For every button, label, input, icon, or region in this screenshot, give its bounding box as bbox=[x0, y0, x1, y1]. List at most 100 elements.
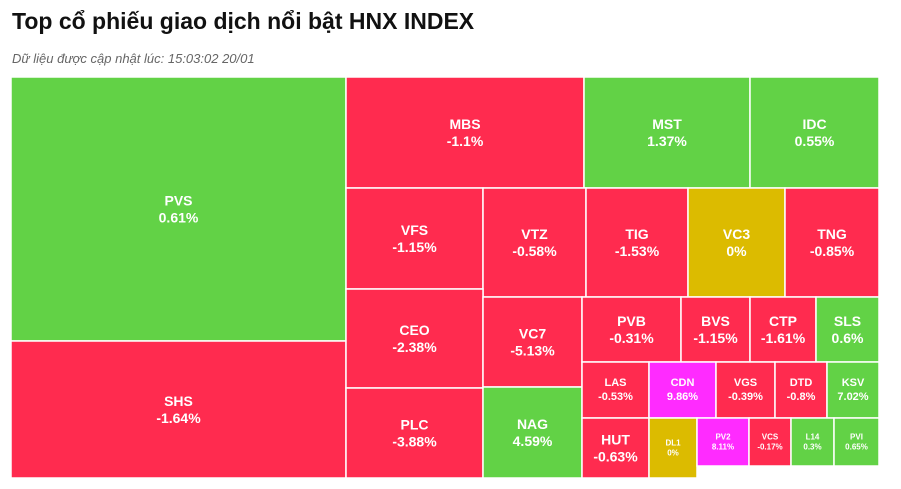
tile-ksv[interactable]: KSV 7.02% bbox=[826, 361, 880, 419]
tile-symbol-bvs: BVS bbox=[701, 313, 730, 329]
tile-rect-ceo bbox=[345, 288, 484, 389]
tile-change-ksv: 7.02% bbox=[837, 391, 868, 403]
tile-change-pvi: 0.65% bbox=[845, 442, 868, 451]
tile-dtd[interactable]: DTD -0.8% bbox=[774, 361, 828, 419]
tile-change-shs: -1.64% bbox=[156, 410, 201, 426]
tile-rect-l14 bbox=[790, 417, 835, 467]
tile-rect-pvs bbox=[10, 76, 347, 342]
tile-rect-tig bbox=[585, 187, 689, 298]
tile-change-pv2: 8.11% bbox=[712, 442, 734, 451]
tile-change-vc3: 0% bbox=[726, 243, 747, 259]
tile-change-vc7: -5.13% bbox=[510, 343, 555, 359]
tile-change-vfs: -1.15% bbox=[392, 239, 437, 255]
tile-vtz[interactable]: VTZ-0.58% bbox=[482, 187, 587, 298]
tile-symbol-vcs: VCS bbox=[762, 433, 779, 442]
tile-vcs[interactable]: VCS-0.17% bbox=[748, 417, 792, 467]
tile-rect-bvs bbox=[680, 296, 751, 363]
tile-symbol-tng: TNG bbox=[817, 226, 847, 242]
tile-symbol-mbs: MBS bbox=[449, 116, 480, 132]
tile-symbol-tig: TIG bbox=[625, 226, 648, 242]
tile-symbol-mst: MST bbox=[652, 116, 682, 132]
tile-rect-plc bbox=[345, 387, 484, 479]
tile-tng[interactable]: TNG-0.85% bbox=[784, 187, 880, 298]
tile-rect-tng bbox=[784, 187, 880, 298]
tile-symbol-ksv: KSV bbox=[842, 377, 865, 389]
tile-change-pvs: 0.61% bbox=[159, 210, 199, 226]
tile-pvb[interactable]: PVB-0.31% bbox=[581, 296, 682, 363]
tile-change-nag: 4.59% bbox=[513, 433, 553, 449]
tile-rect-vc7 bbox=[482, 296, 583, 388]
tile-symbol-ctp: CTP bbox=[769, 313, 797, 329]
tile-change-bvs: -1.15% bbox=[693, 330, 738, 346]
tile-symbol-cdn: CDN bbox=[671, 377, 695, 389]
tile-symbol-pvb: PVB bbox=[617, 313, 646, 329]
tile-rect-dl1 bbox=[648, 417, 698, 479]
tile-change-l14: 0.3% bbox=[803, 442, 821, 451]
tile-symbol-vc7: VC7 bbox=[519, 325, 546, 341]
tile-rect-vtz bbox=[482, 187, 587, 298]
tile-rect-dtd bbox=[774, 361, 828, 419]
tile-hut[interactable]: HUT -0.63% bbox=[581, 417, 650, 479]
tile-tig[interactable]: TIG-1.53% bbox=[585, 187, 689, 298]
tile-change-hut: -0.63% bbox=[593, 449, 638, 465]
tile-rect-vc3 bbox=[687, 187, 786, 298]
tile-change-las: -0.53% bbox=[598, 391, 633, 403]
tile-change-mbs: -1.1% bbox=[447, 133, 484, 149]
tile-symbol-vfs: VFS bbox=[401, 222, 428, 238]
tile-symbol-las: LAS bbox=[605, 377, 627, 389]
tile-rect-ksv bbox=[826, 361, 880, 419]
tile-vc7[interactable]: VC7 -5.13% bbox=[482, 296, 583, 388]
tile-vfs[interactable]: VFS-1.15% bbox=[345, 187, 484, 290]
tile-symbol-sls: SLS bbox=[834, 313, 861, 329]
tile-las[interactable]: LAS -0.53% bbox=[581, 361, 650, 419]
tile-change-idc: 0.55% bbox=[795, 133, 835, 149]
tile-symbol-dtd: DTD bbox=[790, 377, 813, 389]
tile-change-cdn: 9.86% bbox=[667, 391, 698, 403]
tile-rect-pvi bbox=[833, 417, 880, 467]
tile-change-ctp: -1.61% bbox=[761, 330, 806, 346]
tile-symbol-dl1: DL1 bbox=[665, 439, 681, 448]
tile-ceo[interactable]: CEO-2.38% bbox=[345, 288, 484, 389]
tile-ctp[interactable]: CTP-1.61% bbox=[749, 296, 817, 363]
tile-rect-sls bbox=[815, 296, 880, 363]
tile-rect-nag bbox=[482, 386, 583, 479]
tile-change-tig: -1.53% bbox=[615, 243, 660, 259]
tile-change-vgs: -0.39% bbox=[728, 391, 763, 403]
tile-symbol-ceo: CEO bbox=[399, 322, 429, 338]
tile-symbol-hut: HUT bbox=[601, 431, 630, 447]
tile-rect-cdn bbox=[648, 361, 717, 419]
tile-vgs[interactable]: VGS -0.39% bbox=[715, 361, 776, 419]
tile-rect-pv2 bbox=[696, 417, 750, 467]
tile-symbol-nag: NAG bbox=[517, 416, 548, 432]
tile-rect-hut bbox=[581, 417, 650, 479]
tile-mbs[interactable]: MBS-1.1% bbox=[345, 76, 585, 189]
tile-pvs[interactable]: PVS 0.61% bbox=[10, 76, 347, 342]
tile-change-vtz: -0.58% bbox=[512, 243, 557, 259]
tile-shs[interactable]: SHS-1.64% bbox=[10, 340, 347, 479]
tile-cdn[interactable]: CDN 9.86% bbox=[648, 361, 717, 419]
tile-symbol-pvi: PVI bbox=[850, 433, 863, 442]
tile-bvs[interactable]: BVS-1.15% bbox=[680, 296, 751, 363]
tile-symbol-plc: PLC bbox=[401, 416, 429, 432]
tile-change-sls: 0.6% bbox=[832, 330, 864, 346]
tile-change-mst: 1.37% bbox=[647, 133, 687, 149]
tile-change-plc: -3.88% bbox=[392, 434, 437, 450]
tile-symbol-l14: L14 bbox=[806, 433, 820, 442]
tile-symbol-idc: IDC bbox=[802, 116, 826, 132]
tile-symbol-vc3: VC3 bbox=[723, 226, 750, 242]
page-title: Top cổ phiếu giao dịch nổi bật HNX INDEX bbox=[12, 8, 475, 34]
tile-symbol-shs: SHS bbox=[164, 393, 193, 409]
tile-plc[interactable]: PLC -3.88% bbox=[345, 387, 484, 479]
tile-change-dtd: -0.8% bbox=[787, 391, 816, 403]
tile-rect-vcs bbox=[748, 417, 792, 467]
